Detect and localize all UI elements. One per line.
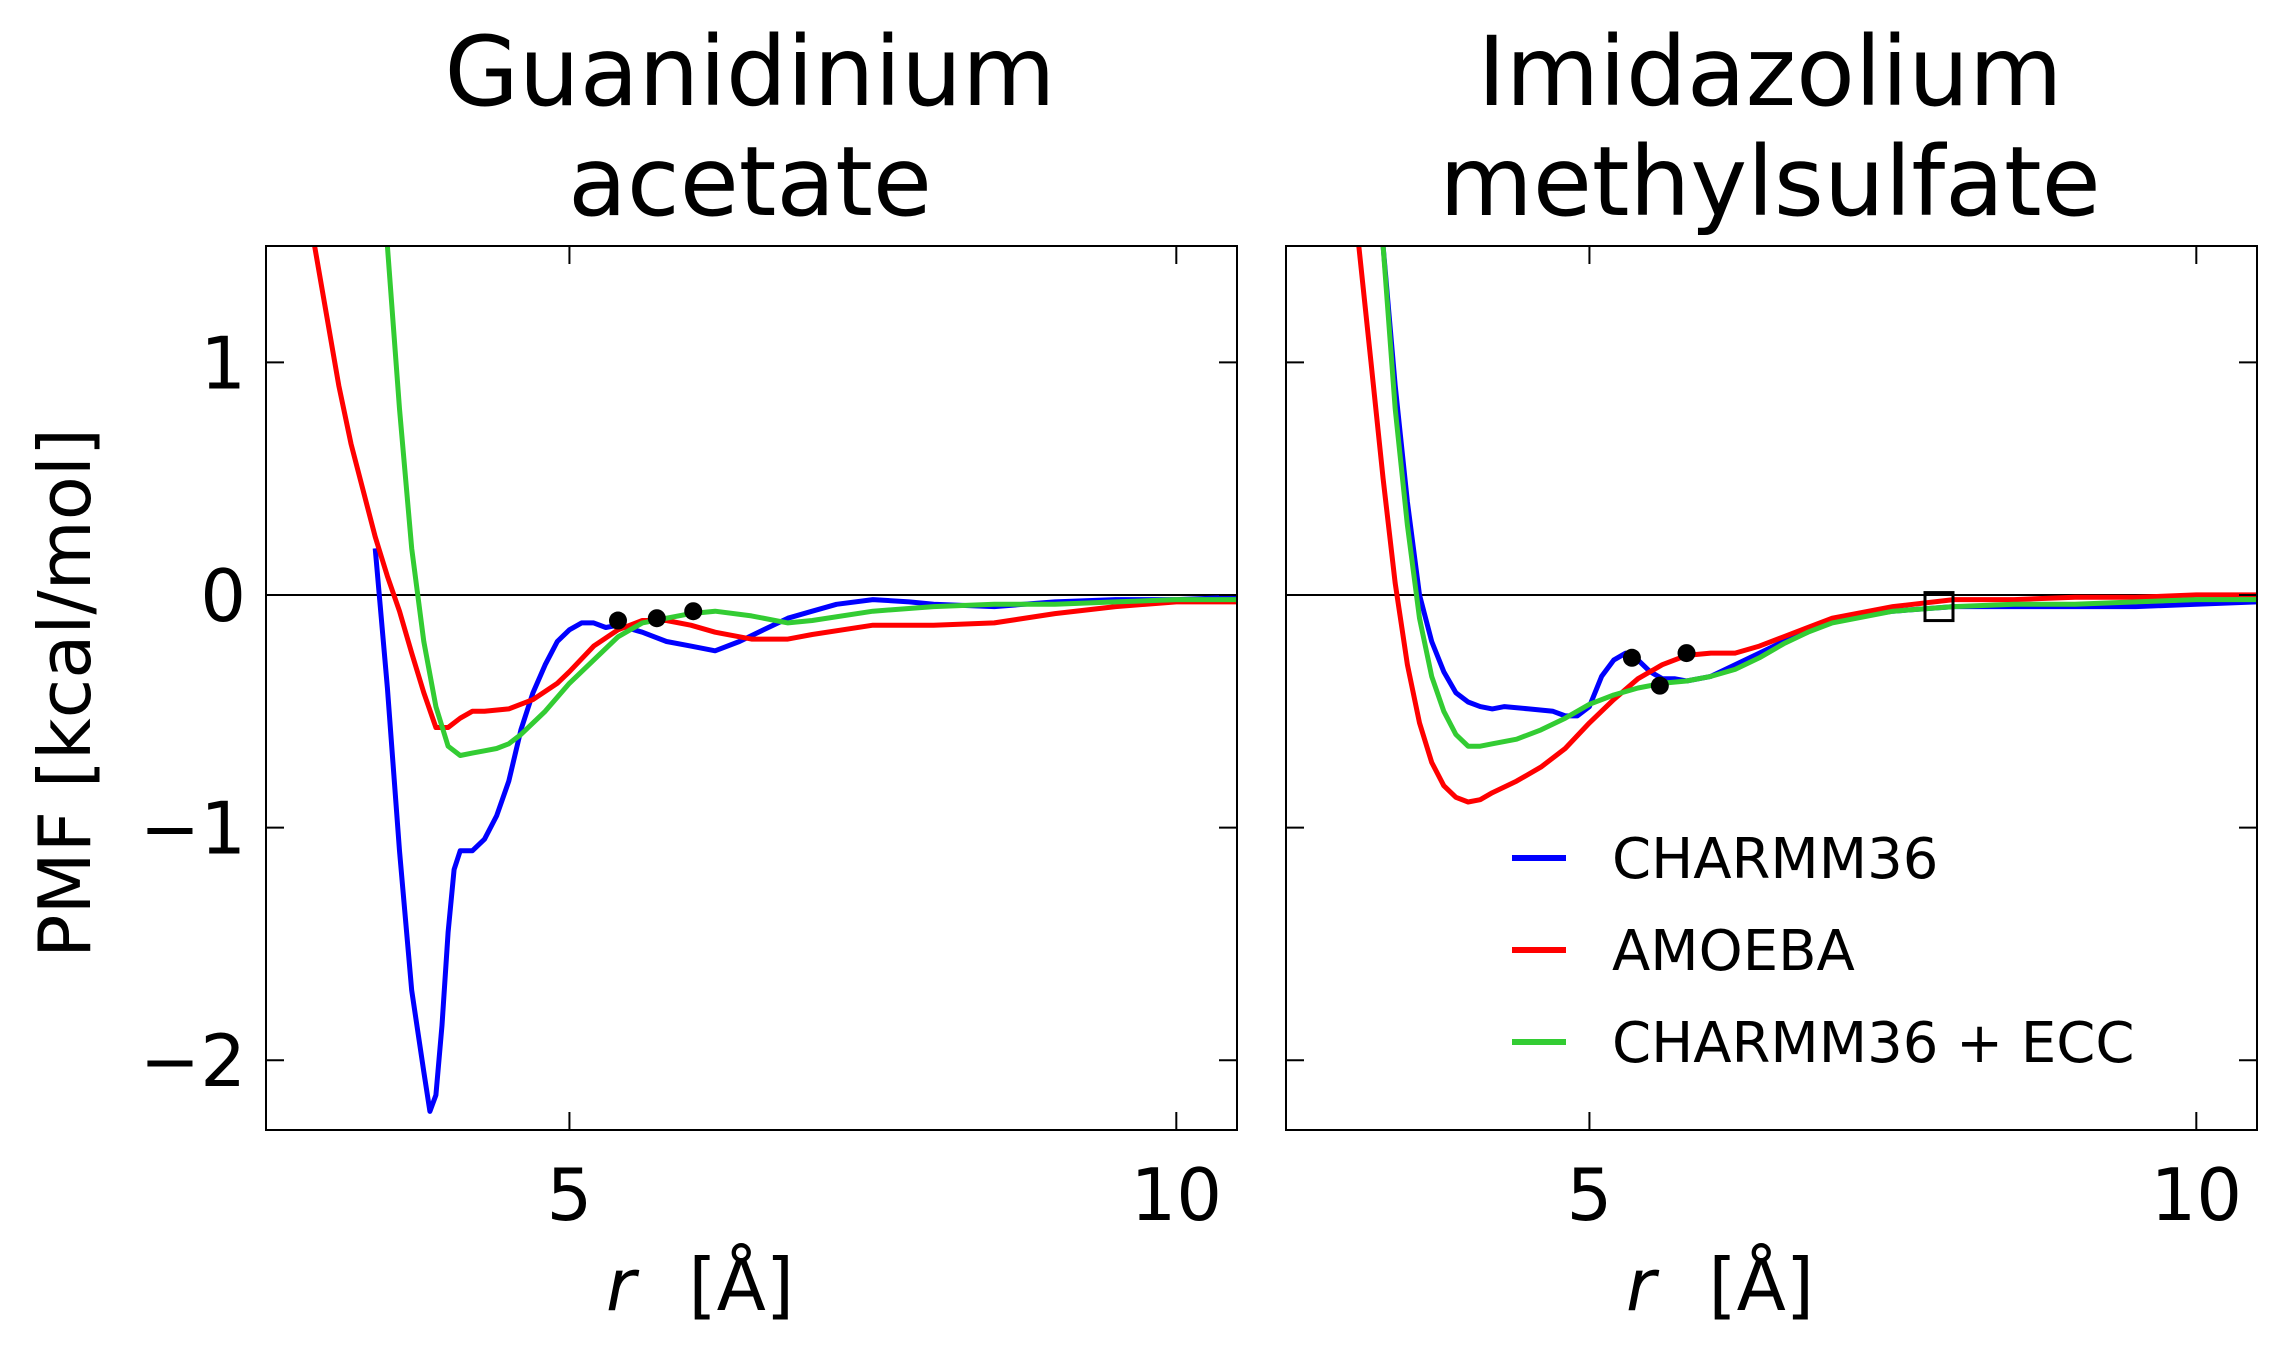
series-line-amoeba [1356,246,2257,805]
marker-dot [684,602,703,621]
x-axis-label-left: r [Å] [606,1243,794,1327]
y-tick-label: −2 [140,1019,246,1103]
x-tick-label: 5 [1567,1153,1613,1237]
svg-text:r [Å]: r [Å] [606,1243,794,1327]
x-axis-unit-left: [Å] [689,1243,794,1327]
legend-label: AMOEBA [1612,919,1855,984]
x-axis-var-left: r [606,1243,640,1327]
legend: CHARMM36 AMOEBA CHARMM36 + ECC [1512,827,2134,1076]
x-axis-unit-right: [Å] [1709,1243,1814,1327]
series-line-charmm36 [1380,246,2257,719]
svg-text:r [Å]: r [Å] [1626,1243,1814,1327]
marker-dot [1650,676,1669,695]
series-group [312,246,1237,1114]
plot-frame [1285,245,2258,1131]
chart-title-line1: Imidazolium [1477,16,2062,128]
marker-dot [1677,644,1696,663]
x-axis-label-right: r [Å] [1626,1243,1814,1327]
legend-label: CHARMM36 [1612,827,1938,892]
chart-title-line1: Guanidinium [444,16,1055,128]
x-axis-var-right: r [1626,1243,1660,1327]
marker-dot [608,611,627,630]
marker-dot [1622,648,1641,667]
series-line-charmm36 [372,548,1237,1114]
marker-dot [647,609,666,628]
y-tick-label: −1 [140,787,246,871]
series-line-amoeba [312,246,1237,730]
series-line-charmm36-ecc [384,246,1237,758]
marker-square [1923,591,1955,623]
x-tick-label: 10 [1131,1153,1223,1237]
x-tick-label: 10 [2151,1153,2243,1237]
legend-label: CHARMM36 + ECC [1612,1011,2134,1076]
y-axis-label: PMF [kcal/mol] [23,428,107,958]
chart-title-line2: methylsulfate [1439,126,2100,238]
y-tick-label: 0 [200,554,246,638]
chart-title-line2: acetate [568,126,932,238]
x-tick-label: 5 [547,1153,593,1237]
plot-frame [265,245,1238,1131]
y-tick-label: 1 [200,321,246,405]
series-group [1356,246,2257,805]
series-line-charmm36-ecc [1380,246,2257,749]
